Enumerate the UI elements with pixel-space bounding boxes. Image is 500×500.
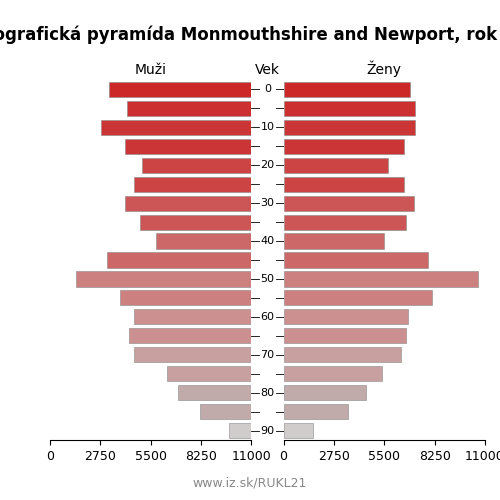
Bar bbox=[284, 138, 405, 154]
Bar bbox=[178, 385, 252, 400]
Bar bbox=[284, 82, 410, 97]
Bar bbox=[284, 366, 382, 382]
Bar bbox=[120, 290, 252, 306]
Text: 60: 60 bbox=[260, 312, 274, 322]
Title: Ženy: Ženy bbox=[367, 61, 402, 78]
Bar bbox=[284, 176, 405, 192]
Bar bbox=[284, 214, 406, 230]
Bar bbox=[284, 234, 384, 248]
Text: Demografická pyramída Monmouthshire and Newport, rok 2019: Demografická pyramída Monmouthshire and … bbox=[0, 25, 500, 44]
Bar bbox=[125, 196, 252, 210]
Text: 70: 70 bbox=[260, 350, 274, 360]
Bar bbox=[134, 310, 252, 324]
Bar bbox=[284, 158, 388, 173]
Bar bbox=[230, 423, 252, 438]
Bar bbox=[108, 82, 252, 97]
Bar bbox=[284, 196, 414, 210]
Title: Muži: Muži bbox=[134, 64, 166, 78]
Bar bbox=[284, 328, 406, 344]
Bar bbox=[284, 101, 416, 116]
Text: 80: 80 bbox=[260, 388, 274, 398]
Bar bbox=[156, 234, 252, 248]
Bar bbox=[284, 120, 416, 135]
Text: 0: 0 bbox=[264, 84, 271, 94]
Bar bbox=[127, 101, 252, 116]
Bar bbox=[284, 252, 428, 268]
Text: 30: 30 bbox=[260, 198, 274, 208]
Text: 50: 50 bbox=[260, 274, 274, 284]
Bar bbox=[128, 328, 252, 344]
Bar bbox=[134, 347, 252, 362]
Bar bbox=[284, 290, 432, 306]
Bar bbox=[102, 120, 252, 135]
Bar bbox=[284, 404, 348, 419]
Text: 20: 20 bbox=[260, 160, 274, 170]
Bar bbox=[125, 138, 252, 154]
Bar bbox=[134, 176, 252, 192]
Bar bbox=[140, 214, 252, 230]
Bar bbox=[200, 404, 252, 419]
Bar bbox=[167, 366, 252, 382]
Text: 90: 90 bbox=[260, 426, 274, 436]
Title: Vek: Vek bbox=[255, 64, 280, 78]
Bar bbox=[284, 385, 366, 400]
Text: 10: 10 bbox=[260, 122, 274, 132]
Bar bbox=[284, 423, 313, 438]
Bar bbox=[284, 310, 408, 324]
Bar bbox=[284, 272, 478, 286]
Text: www.iz.sk/RUKL21: www.iz.sk/RUKL21 bbox=[193, 477, 307, 490]
Bar bbox=[284, 347, 401, 362]
Bar bbox=[76, 272, 252, 286]
Text: 40: 40 bbox=[260, 236, 274, 246]
Bar bbox=[107, 252, 252, 268]
Bar bbox=[142, 158, 252, 173]
